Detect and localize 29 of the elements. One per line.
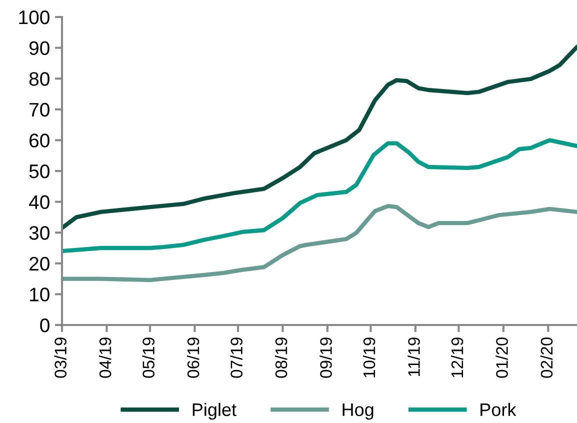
legend-label: Piglet bbox=[192, 402, 236, 420]
x-tick-label: 06/19 bbox=[186, 338, 200, 378]
x-tick-label: 08/19 bbox=[274, 338, 288, 378]
y-tick-label: 100 bbox=[19, 10, 50, 24]
x-tick-label: 04/19 bbox=[98, 338, 112, 378]
line-series bbox=[62, 44, 577, 230]
x-tick-label: 03/19 bbox=[54, 338, 66, 378]
y-tick-label: 30 bbox=[29, 226, 50, 240]
line-series bbox=[62, 204, 577, 282]
y-tick-label: 0 bbox=[40, 318, 50, 332]
y-tick-label: 90 bbox=[29, 41, 50, 56]
x-tick-label: 01/20 bbox=[496, 337, 508, 378]
x-tick-label: 10/19 bbox=[362, 338, 376, 378]
y-tick-label: 50 bbox=[29, 164, 50, 178]
y-tick-label: 80 bbox=[29, 72, 50, 86]
x-tick-label: 05/19 bbox=[142, 338, 154, 378]
line-series bbox=[62, 138, 577, 254]
x-tick-label: 07/19 bbox=[230, 338, 242, 378]
legend-label: Hog bbox=[342, 404, 374, 420]
y-tick-label: 40 bbox=[29, 195, 50, 210]
y-tick-label: 10 bbox=[30, 288, 50, 302]
y-tick-label: 70 bbox=[30, 102, 50, 117]
y-tick-label: 20 bbox=[30, 256, 50, 271]
x-tick-label: 09/19 bbox=[320, 338, 332, 378]
y-tick-label: 60 bbox=[30, 134, 50, 148]
x-tick-label: 12/19 bbox=[450, 338, 464, 378]
legend-label: Pork bbox=[480, 402, 516, 416]
x-tick-label: 02/20 bbox=[540, 337, 553, 378]
x-tick-label: 11/19 bbox=[408, 338, 420, 376]
